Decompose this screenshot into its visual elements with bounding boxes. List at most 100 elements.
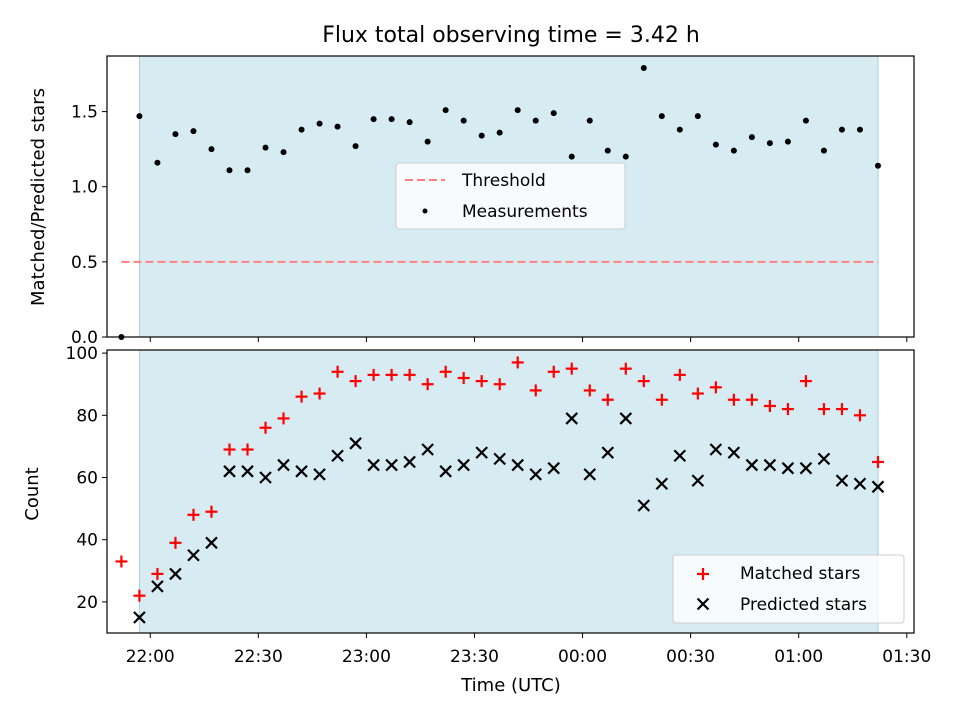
- predicted-star-point: [349, 437, 362, 450]
- bottom-y-axis-label: Count: [22, 467, 43, 520]
- bottom-panel: 20 40 60 80 100 22:00 22:30 23:00 23:30 00:00 00:3…: [66, 344, 932, 667]
- legend-matched-label: Matched stars: [740, 564, 860, 584]
- matched-star-point: [169, 536, 182, 549]
- legend-matched-swatch: [697, 568, 709, 580]
- matched-star-point: [565, 362, 578, 375]
- matched-star-point: [421, 378, 434, 391]
- top-y-tick-label: 1.5: [71, 103, 98, 123]
- measurement-point: [802, 117, 809, 124]
- top-legend: [395, 162, 626, 230]
- measurement-point: [766, 140, 773, 147]
- x-tick-label: 23:00: [342, 647, 391, 667]
- predicted-star-point: [673, 449, 687, 463]
- measurement-point: [784, 138, 791, 145]
- predicted-star-point: [709, 443, 723, 456]
- bottom-y-tick-label: 40: [76, 531, 98, 551]
- top-y-axis-label: Matched/Predicted stars: [28, 88, 49, 306]
- predicted-star-point: [259, 471, 272, 484]
- measurement-point: [424, 138, 431, 145]
- measurement-point: [622, 153, 629, 160]
- measurement-point: [676, 126, 683, 133]
- predicted-star-point: [781, 461, 795, 475]
- measurement-point: [262, 144, 269, 151]
- measurement-point: [154, 159, 161, 166]
- measurement-point: [550, 110, 557, 117]
- matched-star-point: [385, 368, 398, 381]
- matched-star-point: [241, 443, 254, 456]
- matched-star-point: [871, 455, 884, 468]
- predicted-star-point: [241, 465, 254, 478]
- measurement-point: [460, 117, 467, 124]
- predicted-star-point: [457, 458, 470, 472]
- measurement-point: [748, 134, 755, 141]
- measurement-point: [568, 153, 575, 160]
- predicted-star-point: [151, 580, 164, 593]
- measurement-point: [604, 147, 611, 154]
- measurement-point: [316, 120, 323, 127]
- measurement-point: [334, 123, 341, 130]
- top-y-tick-label: 1.0: [71, 178, 98, 198]
- matched-star-point: [367, 368, 380, 381]
- legend-measurements-swatch: [422, 208, 428, 214]
- matched-star-point: [205, 505, 218, 518]
- legend-predicted-label: Predicted stars: [740, 595, 867, 615]
- measurement-point: [838, 126, 845, 133]
- predicted-star-point: [475, 446, 488, 459]
- bottom-axes-frame: [106, 349, 915, 634]
- predicted-star-point: [799, 461, 813, 475]
- measurement-point: [370, 116, 377, 123]
- matched-star-point: [709, 381, 722, 394]
- predicted-star-point: [493, 452, 506, 466]
- bottom-legend: [672, 554, 905, 624]
- legend-measurements-label: Measurements: [462, 202, 588, 222]
- matched-star-point: [493, 378, 506, 391]
- predicted-star-point: [763, 458, 777, 472]
- top-y-tick-label: 0.5: [71, 253, 98, 273]
- predicted-star-point: [529, 468, 542, 481]
- bottom-y-tick-label: 100: [66, 344, 98, 364]
- measurement-point: [352, 143, 359, 150]
- matched-star-point: [187, 508, 200, 521]
- predicted-star-point: [205, 536, 218, 550]
- top-y-tick-label: 0.0: [71, 328, 98, 348]
- predicted-star-point: [817, 452, 831, 466]
- measurement-point: [478, 132, 485, 139]
- predicted-star-point: [385, 458, 398, 472]
- predicted-star-point: [277, 458, 290, 472]
- measurement-point: [190, 128, 197, 135]
- matched-star-point: [547, 365, 560, 378]
- matched-star-point: [781, 403, 794, 416]
- predicted-star-point: [169, 567, 182, 581]
- predicted-star-point: [619, 412, 633, 425]
- predicted-star-point: [313, 468, 326, 481]
- legend-predicted-swatch: [696, 597, 710, 611]
- predicted-star-point: [511, 458, 524, 472]
- top-panel: 0.0 0.5 1.0 1.5 Threshold Measurements: [71, 55, 915, 348]
- matched-star-point: [853, 409, 866, 422]
- predicted-star-point: [637, 499, 651, 512]
- predicted-star-point: [403, 455, 416, 469]
- predicted-star-point: [655, 477, 669, 491]
- predicted-star-point: [367, 458, 380, 472]
- legend-threshold-label: Threshold: [461, 171, 546, 191]
- top-axes-frame: [106, 55, 915, 338]
- measurement-point: [730, 147, 737, 154]
- matched-star-point: [511, 356, 524, 369]
- matched-star-point: [817, 403, 830, 416]
- bottom-y-tick-label: 20: [76, 593, 98, 613]
- measurement-point: [280, 149, 287, 156]
- measurement-point: [388, 116, 395, 123]
- measurement-point: [496, 129, 503, 136]
- predicted-star-point: [745, 458, 759, 472]
- matched-star-point: [349, 375, 362, 388]
- predicted-star-point: [547, 461, 561, 475]
- matched-star-point: [403, 368, 416, 381]
- predicted-star-point: [295, 465, 308, 478]
- measurement-point: [442, 107, 449, 114]
- matched-star-point: [583, 384, 596, 397]
- chart-title: Flux total observing time = 3.42 h: [322, 23, 700, 48]
- predicted-star-point: [331, 449, 344, 463]
- predicted-star-point: [421, 443, 434, 456]
- bottom-y-tick-label: 60: [76, 469, 98, 489]
